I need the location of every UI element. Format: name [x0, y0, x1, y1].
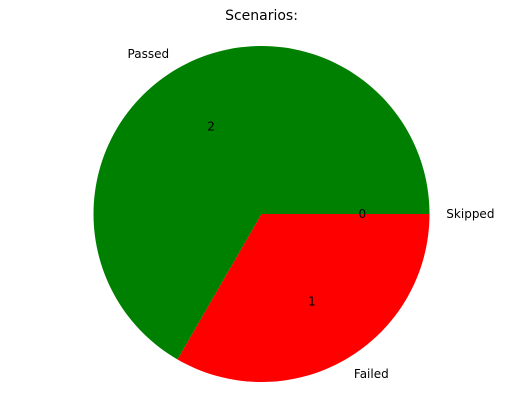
slice-value-failed: 1 — [308, 294, 316, 308]
chart-title: Scenarios: — [225, 8, 298, 24]
slice-value-skipped: 0 — [358, 207, 366, 221]
slice-label-failed: Failed — [354, 367, 389, 381]
slice-value-passed: 2 — [207, 120, 215, 134]
slice-label-skipped: Skipped — [446, 207, 494, 221]
slice-label-passed: Passed — [128, 47, 170, 61]
pie-slices — [94, 46, 430, 382]
